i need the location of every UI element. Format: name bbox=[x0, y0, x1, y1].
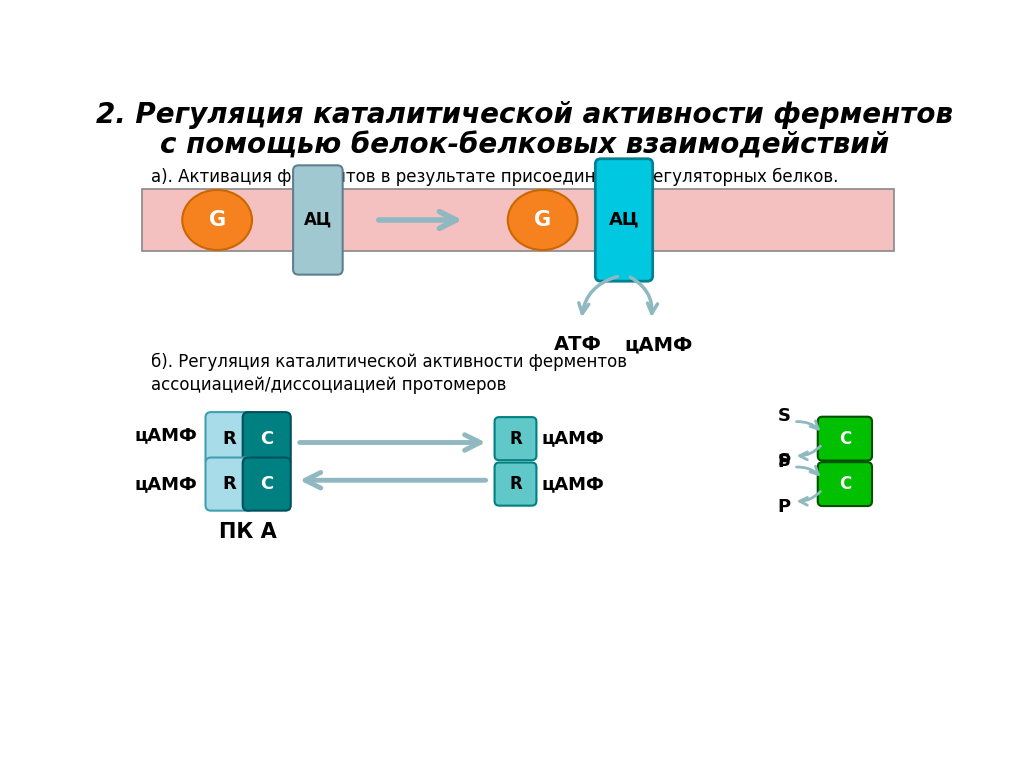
Text: R: R bbox=[509, 475, 522, 493]
Text: P: P bbox=[778, 498, 791, 516]
Text: S: S bbox=[778, 406, 791, 425]
Text: C: C bbox=[839, 429, 851, 448]
Text: с помощью белок-белковых взаимодействий: с помощью белок-белковых взаимодействий bbox=[160, 132, 890, 160]
Text: C: C bbox=[839, 475, 851, 493]
Text: б). Регуляция каталитической активности ферментов: б). Регуляция каталитической активности … bbox=[152, 353, 628, 371]
Text: цАМФ: цАМФ bbox=[541, 429, 604, 448]
Text: а). Активация ферментов в результате присоединения регуляторных белков.: а). Активация ферментов в результате при… bbox=[152, 167, 839, 186]
Bar bbox=[142, 189, 894, 251]
Text: цАМФ: цАМФ bbox=[625, 336, 693, 355]
FancyBboxPatch shape bbox=[293, 165, 343, 275]
Text: АТФ: АТФ bbox=[554, 336, 601, 355]
Text: P: P bbox=[778, 453, 791, 471]
FancyBboxPatch shape bbox=[206, 458, 254, 511]
Text: ассоциацией/диссоциацией протомеров: ассоциацией/диссоциацией протомеров bbox=[152, 376, 507, 394]
Text: АЦ: АЦ bbox=[304, 211, 332, 229]
FancyBboxPatch shape bbox=[818, 462, 872, 506]
FancyBboxPatch shape bbox=[495, 462, 537, 505]
Text: цАМФ: цАМФ bbox=[134, 475, 197, 493]
Text: цАМФ: цАМФ bbox=[134, 425, 197, 444]
Text: ПК А: ПК А bbox=[219, 522, 278, 542]
Ellipse shape bbox=[508, 190, 578, 250]
Text: R: R bbox=[222, 429, 237, 448]
FancyBboxPatch shape bbox=[495, 417, 537, 460]
Text: C: C bbox=[260, 429, 273, 448]
Text: 2. Регуляция каталитической активности ферментов: 2. Регуляция каталитической активности ф… bbox=[96, 101, 953, 129]
FancyBboxPatch shape bbox=[243, 458, 291, 511]
FancyBboxPatch shape bbox=[206, 412, 254, 465]
Text: S: S bbox=[778, 452, 791, 470]
Text: R: R bbox=[509, 429, 522, 448]
Text: C: C bbox=[260, 475, 273, 493]
FancyBboxPatch shape bbox=[243, 412, 291, 465]
FancyBboxPatch shape bbox=[818, 417, 872, 461]
Text: G: G bbox=[535, 210, 551, 230]
Ellipse shape bbox=[182, 190, 252, 250]
Text: АЦ: АЦ bbox=[608, 211, 639, 229]
Text: R: R bbox=[222, 475, 237, 493]
FancyBboxPatch shape bbox=[595, 159, 652, 281]
Text: цАМФ: цАМФ bbox=[541, 475, 604, 493]
Text: G: G bbox=[209, 210, 225, 230]
